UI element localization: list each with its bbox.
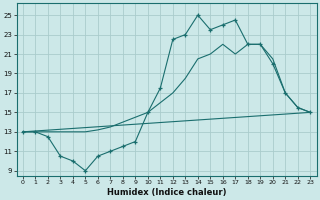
X-axis label: Humidex (Indice chaleur): Humidex (Indice chaleur)	[107, 188, 226, 197]
